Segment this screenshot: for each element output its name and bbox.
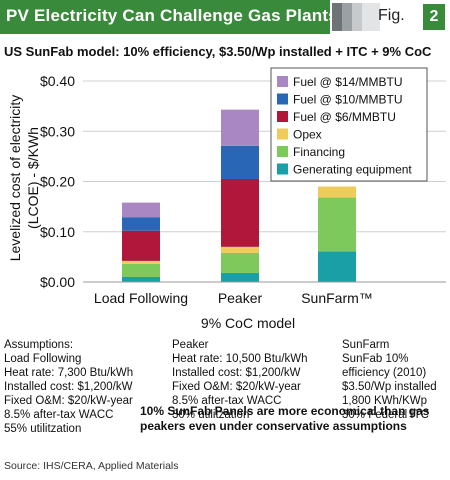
bar-segment bbox=[122, 260, 160, 264]
note-line: Heat rate: 10,500 Btu/kWh bbox=[172, 353, 308, 365]
bar-segment bbox=[221, 246, 259, 253]
bar-segment bbox=[122, 217, 160, 231]
conclusion-line: peakers even under conservative assumpti… bbox=[140, 419, 407, 433]
legend-swatch bbox=[277, 163, 288, 175]
note-line: $3.50/Wp installed bbox=[342, 381, 437, 393]
legend-box bbox=[270, 67, 428, 182]
note-line: Assumptions: bbox=[4, 339, 74, 351]
bar-segment bbox=[221, 145, 259, 179]
legend-entry: Fuel @ $10/MMBTU bbox=[293, 93, 403, 107]
bar-segment bbox=[122, 263, 160, 277]
bar-segment bbox=[318, 186, 356, 198]
y-tick-label: $0.40 bbox=[40, 73, 75, 89]
bars bbox=[122, 109, 356, 282]
notes-sunfarm: SunFarm SunFab 10% efficiency (2010) $3.… bbox=[342, 338, 437, 422]
title-bar: PV Electricity Can Challenge Gas Plants bbox=[0, 0, 338, 34]
bar-segment bbox=[318, 251, 356, 282]
y-tick-label: $0.10 bbox=[40, 224, 75, 240]
note-line: 8.5% after-tax WACC bbox=[4, 409, 114, 421]
figure-title: PV Electricity Can Challenge Gas Plants bbox=[6, 6, 338, 25]
legend: Fuel @ $14/MMBTU Fuel @ $10/MMBTU Fuel @ $… bbox=[270, 67, 428, 182]
y-tick-label: $0.30 bbox=[40, 123, 75, 139]
figure-number: 2 bbox=[423, 4, 445, 30]
stacked-bar-chart: $0.00 $0.10 $0.20 $0.30 $0.40 Load Following… bbox=[7, 67, 446, 331]
legend-swatch bbox=[277, 93, 288, 105]
note-line: Heat rate: 7,300 Btu/kWh bbox=[4, 367, 134, 379]
x-tick-label: Peaker bbox=[218, 290, 263, 306]
note-line: Fixed O&M: $20/kW-year bbox=[172, 381, 301, 393]
x-tick-label: SunFarm™ bbox=[301, 290, 373, 306]
notes-load-following: Assumptions: Load Following Heat rate: 7… bbox=[4, 338, 133, 436]
figure-header: PV Electricity Can Challenge Gas Plants … bbox=[0, 0, 450, 34]
legend-entry: Opex bbox=[293, 128, 322, 142]
bar-segment bbox=[221, 109, 259, 146]
conclusion-line: 10% SunFab Panels are more economical th… bbox=[140, 404, 430, 418]
note-line: Load Following bbox=[4, 353, 82, 365]
note-line: Fixed O&M: $20/kW-year bbox=[4, 395, 133, 407]
x-axis-label: 9% CoC model bbox=[201, 315, 295, 331]
notes-peaker: Peaker Heat rate: 10,500 Btu/kWh Install… bbox=[172, 338, 308, 422]
bar-segment bbox=[221, 272, 259, 282]
figure-label: Fig. bbox=[378, 7, 405, 24]
note-line: Installed cost: $1,200/kW bbox=[4, 381, 133, 393]
legend-swatch bbox=[277, 111, 288, 122]
note-line: Peaker bbox=[172, 339, 209, 351]
note-line: SunFarm bbox=[342, 339, 390, 351]
legend-entry: Generating equipment bbox=[293, 163, 412, 177]
source-note: Source: IHS/CERA, Applied Materials bbox=[4, 460, 179, 472]
y-tick-label: $0.20 bbox=[40, 174, 75, 190]
note-line: 30% Federal ITC bbox=[342, 409, 429, 421]
note-line: Installed cost: $1,200/kW bbox=[172, 367, 301, 379]
note-line: 30% utilitzation bbox=[172, 409, 250, 421]
note-line: 1,800 KWh/KWp bbox=[342, 395, 428, 407]
bar-segment bbox=[221, 252, 259, 273]
legend-entry: Financing bbox=[293, 145, 345, 159]
bar-segment bbox=[122, 230, 160, 261]
y-tick-label: $0.00 bbox=[40, 274, 75, 290]
legend-swatch bbox=[277, 76, 288, 87]
legend-swatch bbox=[277, 146, 288, 157]
note-line: 55% utilitzation bbox=[4, 423, 82, 435]
bar-segment bbox=[122, 276, 160, 282]
y-axis-label: Levelized cost of electricity bbox=[7, 95, 23, 262]
bar-segment bbox=[122, 202, 160, 218]
note-line: 8.5% after-tax WACC bbox=[172, 395, 282, 407]
x-tick-label: Load Following bbox=[94, 290, 188, 306]
conclusion-text: 10% SunFab Panels are more economical th… bbox=[140, 404, 429, 434]
bar-segment bbox=[318, 197, 356, 252]
note-line: SunFab 10% bbox=[342, 353, 409, 365]
legend-entry: Fuel @ $6/MMBTU bbox=[293, 110, 396, 124]
legend-swatch bbox=[277, 128, 288, 140]
y-axis-label-unit: (LCOE) - $/KWh bbox=[25, 127, 41, 229]
chart-subtitle: US SunFab model: 10% efficiency, $3.50/W… bbox=[4, 44, 432, 59]
y-tick-labels: $0.00 $0.10 $0.20 $0.30 $0.40 bbox=[40, 73, 75, 290]
note-line: efficiency (2010) bbox=[342, 367, 427, 379]
legend-entry: Fuel @ $14/MMBTU bbox=[293, 75, 403, 89]
decor-square bbox=[362, 3, 380, 31]
bar-segment bbox=[221, 178, 259, 247]
x-tick-labels: Load Following Peaker SunFarm™ bbox=[94, 290, 373, 306]
